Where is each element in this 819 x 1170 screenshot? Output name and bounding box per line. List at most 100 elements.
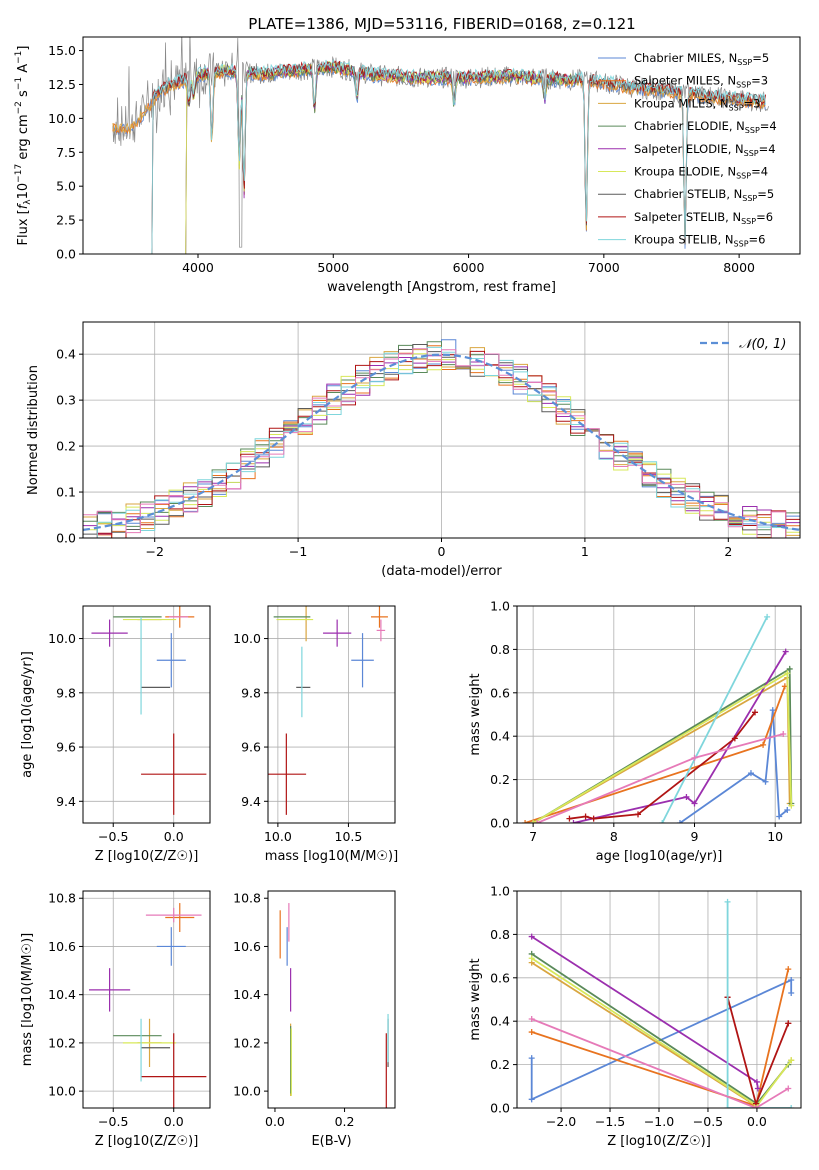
y-axis-label: Flux [fλ10−17 erg cm−2 s−1 A−1]: [14, 46, 33, 246]
legend-value: =4: [760, 119, 777, 133]
weight-marker: [788, 802, 795, 809]
data-point: [156, 927, 186, 966]
weight-marker: [752, 709, 759, 716]
weight-marker: [528, 1016, 535, 1023]
y-tick-label: 9.8: [241, 685, 261, 700]
weight-marker: [676, 820, 683, 823]
legend-value: =3: [751, 74, 768, 88]
x-tick-label: 0.0: [747, 1114, 767, 1129]
mass_vs_Z-axes: −0.5 0.0 10.0 10.2 10.4 10.6 10.8 Z [log10(Z/Z☉…: [20, 890, 211, 1149]
weight-marker: [785, 1020, 792, 1027]
weight-series-line: [661, 616, 768, 823]
axes-frame: [267, 890, 396, 1109]
y-tick-label: 9.8: [56, 685, 76, 700]
weight-series-line: [531, 935, 759, 1089]
legend-label: Salpeter STELIB, NSSP=6: [634, 210, 773, 226]
x-tick-label: 6000: [453, 260, 485, 275]
weight-marker: [528, 955, 535, 962]
weight-series-line: [524, 685, 786, 823]
weight-marker: [780, 731, 787, 738]
label-part: f: [16, 202, 31, 209]
legend-label: 𝒩(0, 1): [739, 337, 786, 352]
weight_vs_age-plot-area: [517, 605, 801, 824]
normal-curve-line: [83, 353, 800, 531]
y-axis-label: mass weight: [468, 673, 483, 755]
residuals-marks: [83, 339, 800, 538]
y-tick-label: 10.4: [48, 987, 76, 1002]
y-tick-label: 10.8: [48, 891, 76, 906]
y-tick-label: 9.4: [56, 794, 76, 809]
residuals-panel: −2 −1 0 1 2 0.0 0.1 0.2 0.3 0.4 (data-model)/error…: [26, 321, 801, 579]
weight-series-line: [679, 710, 788, 823]
x-axis-label: Z [log10(Z/Z☉)]: [607, 1134, 711, 1149]
data-point: [165, 903, 195, 932]
y-tick-label: 0.2: [56, 439, 76, 454]
data-point: [89, 968, 131, 1012]
weight-marker: [635, 811, 642, 818]
y-tick-label: 0.4: [56, 347, 76, 362]
weight-marker: [785, 1085, 792, 1092]
y-tick-label: 10.0: [233, 1084, 261, 1099]
legend-subscript: SSP: [737, 58, 752, 67]
x-axis-label: Z [log10(Z/Z☉)]: [95, 1134, 199, 1149]
weight-marker: [762, 778, 769, 785]
legend-label: Kroupa ELODIE, NSSP=4: [634, 165, 768, 181]
data-point: [141, 1033, 207, 1108]
legend-label: Salpeter ELODIE, NSSP=4: [634, 142, 776, 158]
label-part: −1: [14, 51, 24, 64]
data-point: [323, 619, 352, 647]
y-tick-label: 9.4: [241, 794, 261, 809]
y-tick-label: 0.0: [56, 247, 76, 262]
mass_vs_EBV-panel: 0.0 0.2 10.0 10.2 10.4 10.6 10.8 E(B-V): [233, 890, 396, 1149]
x-axis-label: E(B-V): [311, 1134, 351, 1149]
y-tick-label: 12.5: [48, 77, 76, 92]
legend-subscript: SSP: [729, 103, 744, 112]
x-tick-label: −0.5: [693, 1114, 723, 1129]
mass_vs_Z-plot-area: [83, 891, 210, 1108]
x-tick-label: −2: [145, 544, 163, 559]
axes-frame: [82, 605, 211, 824]
x-tick-label: 0.0: [265, 1114, 285, 1129]
weight-marker: [782, 648, 789, 655]
weight-marker: [528, 1096, 535, 1103]
x-tick-label: −1: [289, 544, 307, 559]
spectrum-panel: 4000 5000 6000 7000 8000 0.0 2.5 5.0 7.5 10.0 12.5…: [14, 36, 801, 295]
y-tick-label: 0.0: [490, 1101, 510, 1116]
y-tick-label: 0.1: [56, 485, 76, 500]
y-axis-label: mass [log10(M/M☉)]: [20, 933, 35, 1066]
legend-label: Chabrier MILES, NSSP=5: [634, 51, 769, 67]
weight-marker: [528, 1055, 535, 1062]
legend-label: Chabrier ELODIE, NSSP=4: [634, 119, 777, 135]
weight-marker: [753, 1078, 760, 1085]
weight-marker: [764, 613, 771, 620]
y-tick-label: 10.0: [48, 631, 76, 646]
x-tick-label: 10.0: [264, 829, 292, 844]
y-tick-label: 0.8: [490, 642, 510, 657]
weight_vs_Z-panel: −2.0 −1.5 −1.0 −0.5 0.0 0.0 0.2 0.4 0.6 0.8 1.0 Z […: [468, 884, 802, 1149]
y-tick-label: 10.8: [233, 891, 261, 906]
weight-marker: [691, 800, 698, 807]
weight-marker: [747, 770, 754, 777]
weight-marker: [754, 1085, 761, 1092]
weight-marker: [769, 707, 776, 714]
y-tick-label: 0.3: [56, 393, 76, 408]
weight-marker: [786, 665, 793, 672]
weight-marker: [528, 1029, 535, 1036]
weight_vs_age-marks: [522, 613, 795, 823]
y-tick-label: 5.0: [56, 179, 76, 194]
age_vs_mass-marks: [268, 606, 388, 815]
x-tick-label: 0.0: [164, 1114, 184, 1129]
label-part: λ: [23, 199, 33, 205]
data-point: [145, 907, 202, 923]
data-point: [268, 733, 307, 815]
x-tick-label: 0.2: [335, 1114, 355, 1129]
y-tick-label: 10.0: [48, 1084, 76, 1099]
y-tick-label: 10.4: [233, 987, 261, 1002]
data-point: [351, 633, 374, 688]
weight-marker: [534, 820, 541, 823]
label-part: erg cm: [16, 114, 31, 163]
y-tick-label: 0.4: [490, 1014, 510, 1029]
weight_vs_age-axes: 7 8 9 10 0.0 0.2 0.4 0.6 0.8 1.0 age [log10(age/yr…: [468, 599, 802, 864]
weight-marker: [691, 754, 698, 761]
weight_vs_Z-marks: [528, 898, 795, 1108]
